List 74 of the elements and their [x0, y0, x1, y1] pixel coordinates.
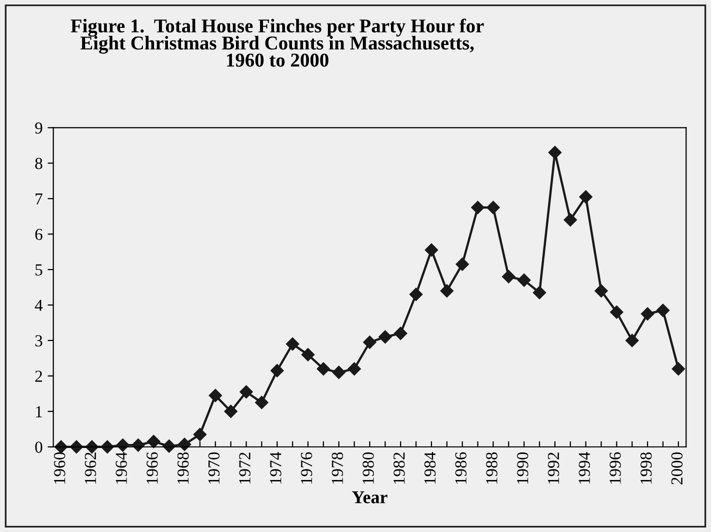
point — [54, 440, 68, 454]
y-tick-label: 7 — [36, 193, 42, 204]
point — [178, 438, 192, 451]
point — [224, 404, 238, 418]
x-tick-label: 1978 — [332, 452, 344, 484]
point — [394, 326, 408, 340]
y-tick-label: 5 — [36, 264, 42, 276]
point — [594, 284, 608, 298]
x-tick-label: 1966 — [146, 452, 158, 484]
point — [548, 146, 562, 160]
y-tick-label: 1 — [36, 406, 42, 418]
x-tick-label: 1970 — [208, 452, 220, 484]
point — [348, 362, 361, 376]
point — [456, 258, 469, 271]
point — [301, 348, 315, 362]
point — [332, 366, 346, 379]
x-tick-label: 1974 — [270, 452, 282, 484]
x-tick-label: 1972 — [239, 452, 250, 484]
point — [486, 200, 500, 214]
point — [564, 213, 577, 226]
point — [363, 336, 376, 349]
x-tick-label: 1998 — [640, 452, 652, 484]
x-axis-title: Year — [352, 491, 388, 504]
point — [409, 288, 423, 301]
point — [502, 270, 516, 284]
point — [270, 364, 284, 378]
point — [640, 307, 654, 320]
point — [193, 428, 207, 442]
point — [132, 438, 145, 452]
x-tick-label: 1996 — [610, 452, 621, 484]
point — [610, 306, 624, 319]
x-tick-label: 1964 — [116, 452, 127, 484]
point — [208, 388, 222, 402]
chart-title: Figure 1. Total House Finches per Party Hour for Eight Christmas Bird Counts in Massachusetts, 1960 to 2000 — [70, 18, 484, 67]
y-tick-label: 4 — [34, 300, 43, 311]
point — [471, 200, 484, 214]
y-tick-label: 2 — [35, 370, 42, 382]
x-tick-label: 1968 — [177, 452, 189, 484]
y-tick-label: 8 — [35, 158, 42, 170]
y-tick-label: 6 — [35, 228, 42, 240]
x-tick-label: 1962 — [84, 452, 96, 484]
x-tick-label: 1986 — [455, 452, 466, 484]
point — [672, 362, 685, 376]
point — [626, 334, 639, 348]
point — [532, 286, 546, 300]
x-tick-label: 1980 — [362, 452, 374, 484]
x-tick-label: 1960 — [54, 452, 66, 484]
point — [116, 438, 130, 452]
point — [70, 440, 84, 454]
point — [517, 274, 531, 287]
point — [656, 304, 670, 317]
x-tick-label: 1984 — [424, 452, 436, 484]
x-tick-label: 2000 — [671, 452, 683, 484]
point — [147, 434, 160, 448]
point — [286, 337, 300, 351]
x-tick-label: 1988 — [486, 452, 498, 484]
point — [316, 362, 330, 376]
y-tick-label: 9 — [35, 122, 42, 134]
point — [255, 396, 268, 410]
point — [378, 330, 392, 344]
x-tick-label: 1976 — [300, 452, 312, 484]
point — [85, 440, 98, 454]
point — [579, 190, 592, 204]
y-tick-label: 0 — [35, 442, 42, 453]
point — [424, 243, 438, 257]
y-tick-label: 3 — [35, 335, 42, 346]
point — [240, 385, 253, 398]
x-tick-label: 1994 — [578, 452, 590, 484]
point — [162, 440, 176, 453]
point — [440, 284, 454, 298]
point — [100, 440, 114, 454]
x-tick-label: 1990 — [516, 452, 528, 484]
x-tick-label: 1992 — [548, 452, 560, 484]
x-tick-label: 1982 — [394, 452, 405, 484]
